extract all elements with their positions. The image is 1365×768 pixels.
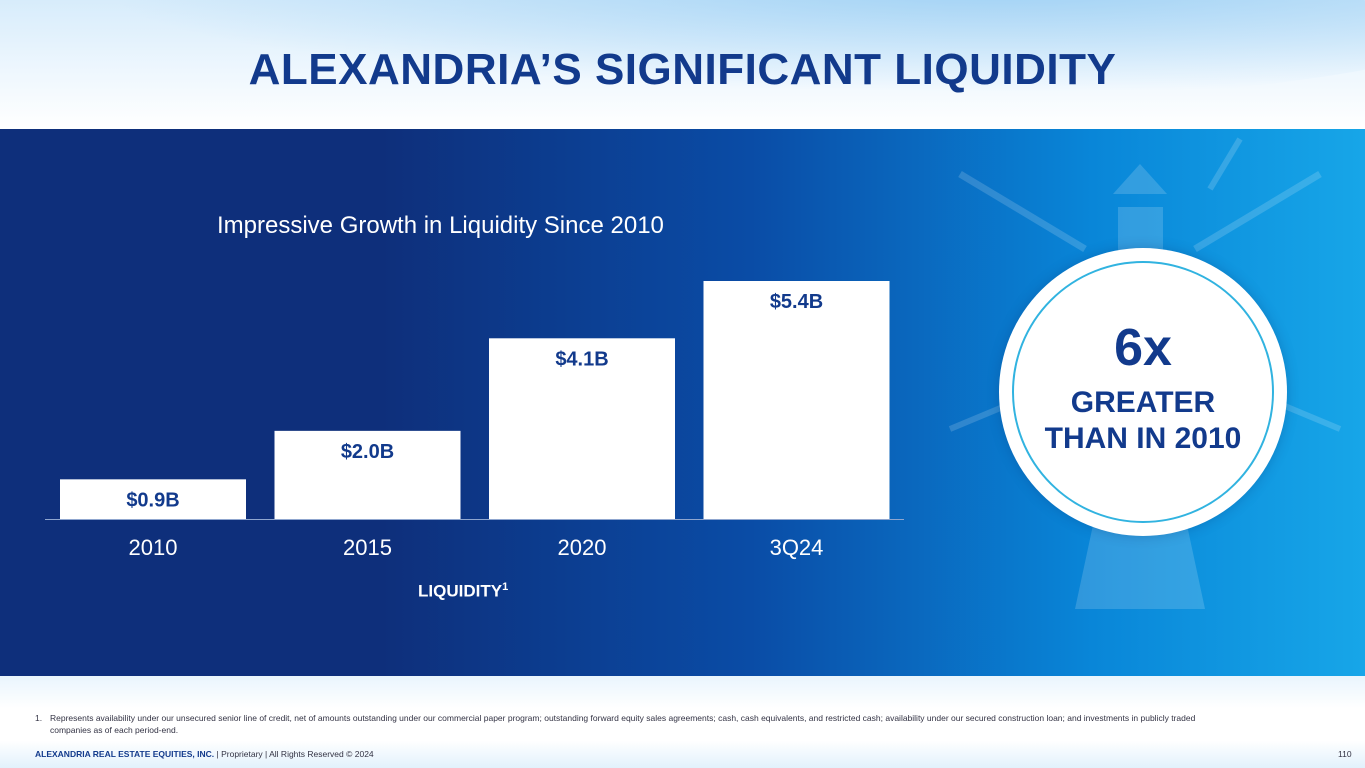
x-tick-2020: 2020 xyxy=(558,535,607,560)
data-label-2010: $0.9B xyxy=(126,489,179,511)
x-axis-label-text: LIQUIDITY xyxy=(418,581,503,601)
callout-multiplier: 6x xyxy=(1114,319,1172,377)
chart-title: Impressive Growth in Liquidity Since 201… xyxy=(217,212,664,239)
data-label-2015: $2.0B xyxy=(341,441,394,463)
bar-2010 xyxy=(60,479,246,519)
footer-band xyxy=(0,676,1365,768)
bar-3q24 xyxy=(703,281,890,519)
page-title: ALEXANDRIA’S SIGNIFICANT LIQUIDITY xyxy=(248,45,1117,94)
x-tick-2010: 2010 xyxy=(129,535,178,560)
callout-circle-ring xyxy=(1012,261,1274,523)
data-label-2020: $4.1B xyxy=(555,348,608,370)
bar-2015 xyxy=(274,430,461,519)
footnote-number: 1. xyxy=(35,713,43,723)
x-tick-3q24: 3Q24 xyxy=(770,535,824,560)
chart-x-axis-label: LIQUIDITY1 xyxy=(418,581,508,602)
x-tick-2015: 2015 xyxy=(343,535,392,560)
callout-line-2: THAN IN 2010 xyxy=(1044,422,1242,455)
footer-rights: | Proprietary | All Rights Reserved © 20… xyxy=(214,749,374,759)
footnote-text: Represents availability under our unsecu… xyxy=(50,713,1196,735)
header-wave-decoration xyxy=(0,0,1365,110)
bar-2020 xyxy=(489,338,675,519)
footer-legal: ALEXANDRIA REAL ESTATE EQUITIES, INC. | … xyxy=(35,749,374,759)
callout-line-1: GREATER xyxy=(1070,386,1216,419)
header-band: ALEXANDRIA’S SIGNIFICANT LIQUIDITY xyxy=(0,0,1365,129)
footer-company: ALEXANDRIA REAL ESTATE EQUITIES, INC. xyxy=(35,749,215,759)
page-number: 110 xyxy=(1338,749,1352,759)
data-label-3q24: $5.4B xyxy=(770,291,823,313)
footnote-marker: 1 xyxy=(502,581,509,593)
callout-circle: 6x GREATER THAN IN 2010 xyxy=(999,248,1287,536)
footnote: 1. Represents availability under our uns… xyxy=(35,712,1235,736)
